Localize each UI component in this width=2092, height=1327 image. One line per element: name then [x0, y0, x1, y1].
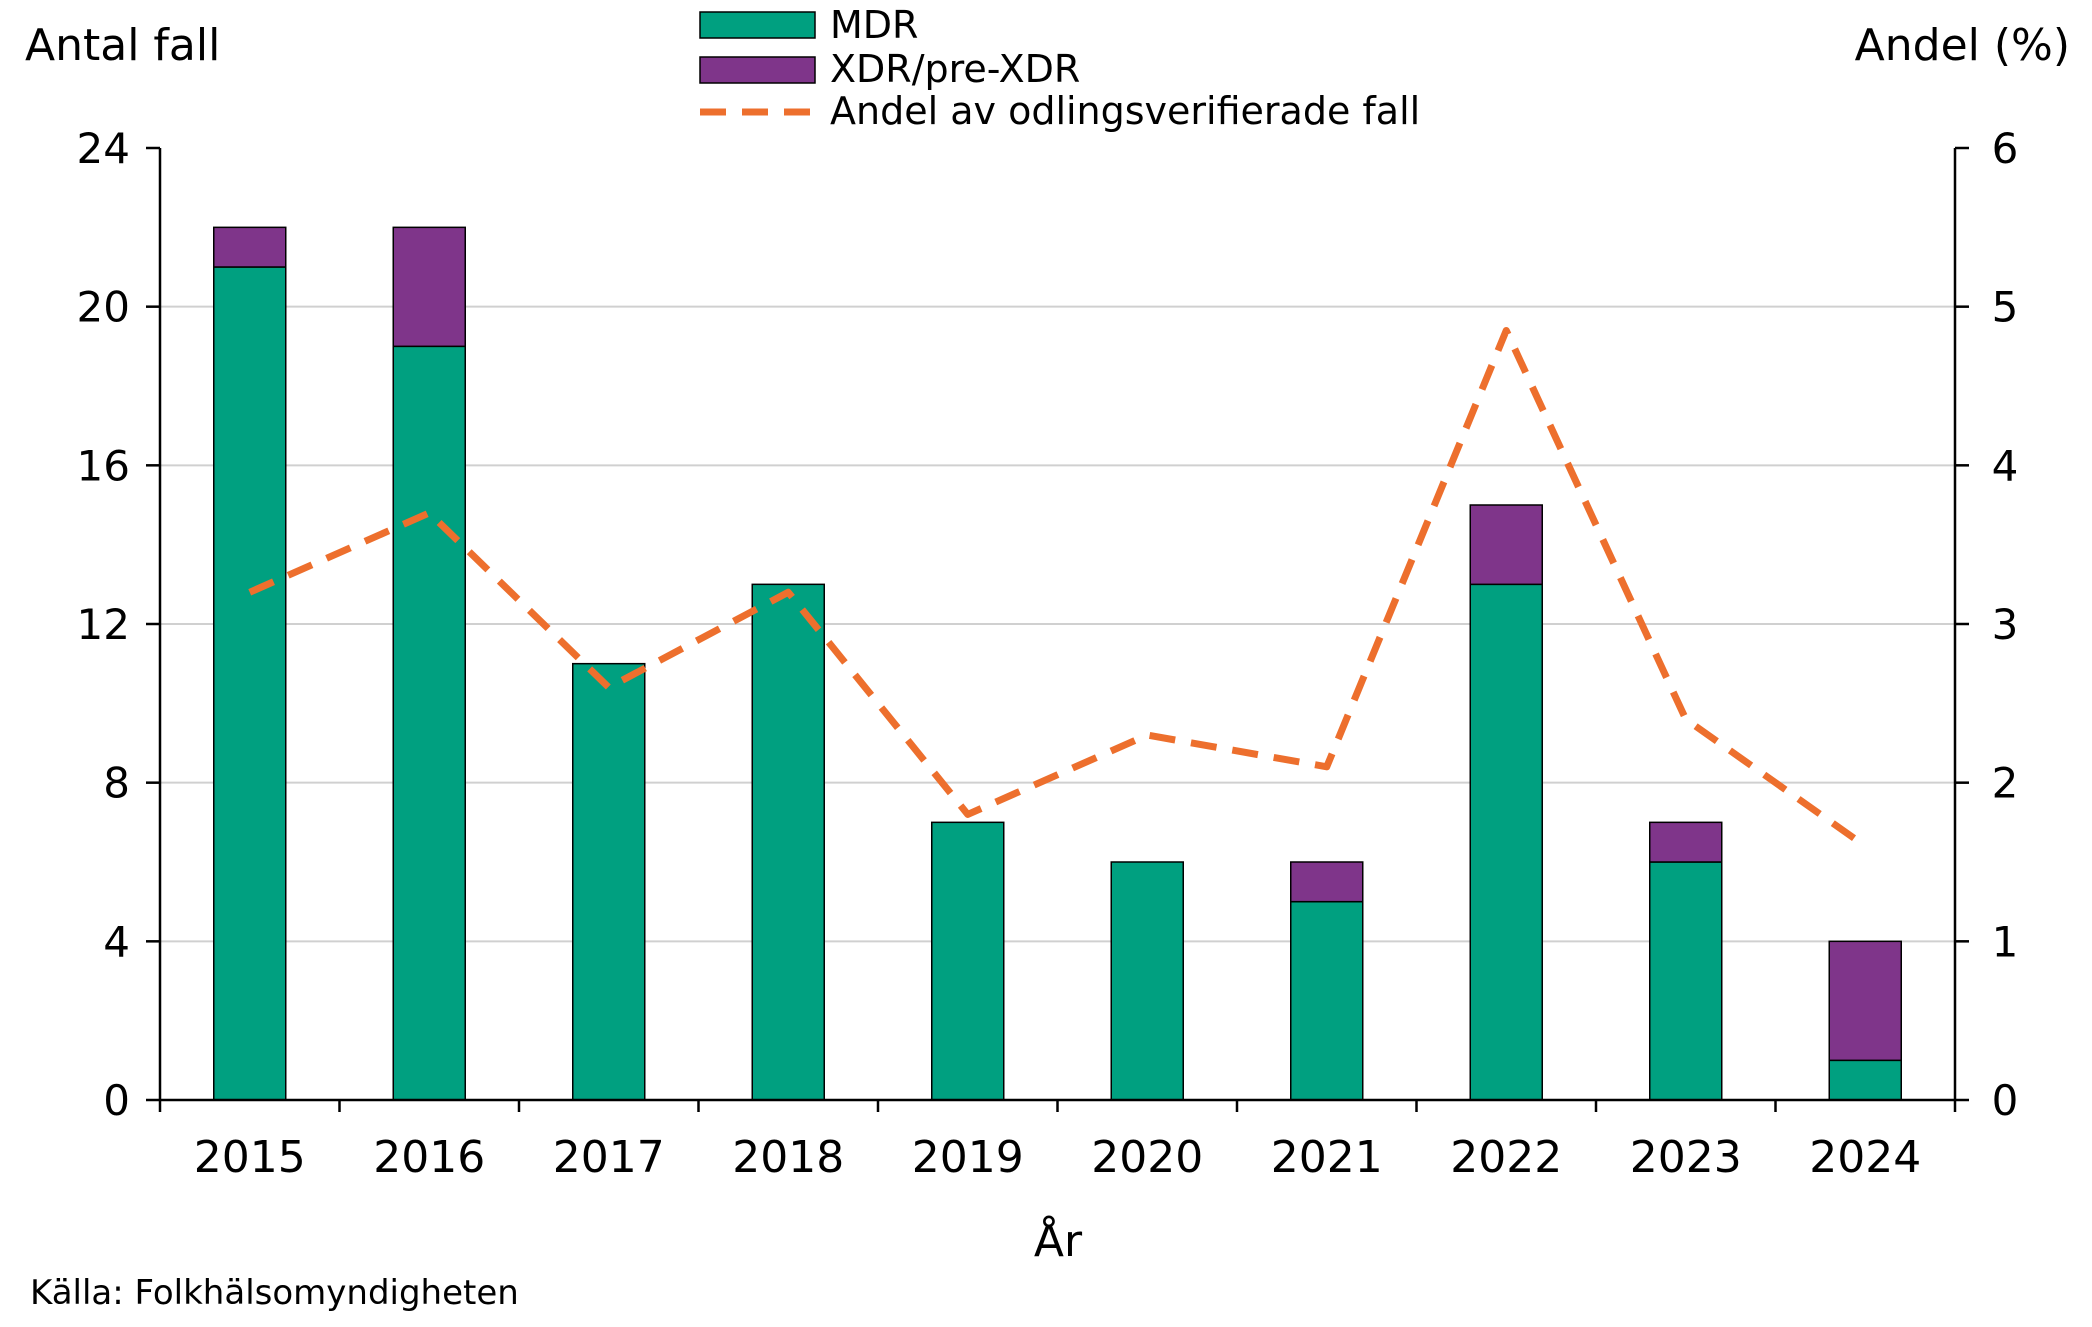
x-tick-label-2018: 2018 — [732, 1132, 844, 1183]
bar-mdr-2015 — [213, 266, 287, 1101]
bar-mdr-2023 — [1649, 861, 1723, 1101]
bar-xdr-2015 — [213, 226, 287, 268]
right-axis-title: Andel (%) — [1855, 20, 2070, 71]
share-line-path — [248, 326, 1868, 849]
bar-mdr-2024 — [1828, 1059, 1902, 1101]
bar-xdr-2021 — [1290, 861, 1364, 903]
bar-mdr-2017 — [572, 662, 646, 1101]
x-tick-label-2020: 2020 — [1091, 1132, 1203, 1183]
right-tick-label-6: 6 — [1992, 124, 2019, 173]
source-note: Källa: Folkhälsomyndigheten — [30, 1273, 519, 1313]
legend-label-mdr: MDR — [830, 3, 918, 47]
right-tick-label-3: 3 — [1992, 600, 2019, 649]
left-tick-label-12: 12 — [77, 600, 130, 649]
bar-xdr-2024 — [1828, 940, 1902, 1062]
right-tick-label-5: 5 — [1992, 283, 2019, 332]
x-tick-label-2022: 2022 — [1450, 1132, 1562, 1183]
left-tick-label-8: 8 — [103, 759, 130, 808]
bar-mdr-2018 — [751, 583, 825, 1101]
legend-label-xdr: XDR/pre-XDR — [830, 47, 1080, 91]
left-tick-label-0: 0 — [103, 1076, 130, 1125]
x-tick-label-2017: 2017 — [553, 1132, 665, 1183]
right-tick-label-2: 2 — [1992, 759, 2019, 808]
x-axis-title: År — [1034, 1214, 1083, 1267]
left-axis-title: Antal fall — [25, 20, 220, 71]
bar-xdr-2023 — [1649, 821, 1723, 863]
bars — [213, 226, 1902, 1101]
right-tick-label-1: 1 — [1992, 917, 2019, 966]
x-tick-label-2015: 2015 — [194, 1132, 306, 1183]
bar-xdr-2016 — [392, 226, 466, 348]
bar-mdr-2020 — [1110, 861, 1184, 1101]
bar-mdr-2016 — [392, 345, 466, 1101]
left-tick-label-4: 4 — [103, 917, 130, 966]
x-tick-label-2023: 2023 — [1630, 1132, 1742, 1183]
bar-mdr-2021 — [1290, 900, 1364, 1101]
right-tick-label-0: 0 — [1992, 1076, 2019, 1125]
x-tick-label-2021: 2021 — [1271, 1132, 1383, 1183]
x-tick-label-2024: 2024 — [1809, 1132, 1921, 1183]
left-tick-label-24: 24 — [77, 124, 130, 173]
left-tick-label-20: 20 — [77, 283, 130, 332]
x-tick-label-2019: 2019 — [912, 1132, 1024, 1183]
right-tick-label-4: 4 — [1992, 441, 2019, 490]
bar-xdr-2022 — [1469, 504, 1543, 586]
bar-mdr-2019 — [931, 821, 1005, 1101]
left-tick-label-16: 16 — [77, 441, 130, 490]
legend-swatch-xdr — [699, 56, 816, 84]
x-tick-label-2016: 2016 — [373, 1132, 485, 1183]
bar-mdr-2022 — [1469, 583, 1543, 1101]
legend-swatch-mdr — [699, 11, 816, 39]
share-line — [248, 326, 1868, 849]
legend-label-share: Andel av odlingsverifierade fall — [830, 89, 1420, 133]
